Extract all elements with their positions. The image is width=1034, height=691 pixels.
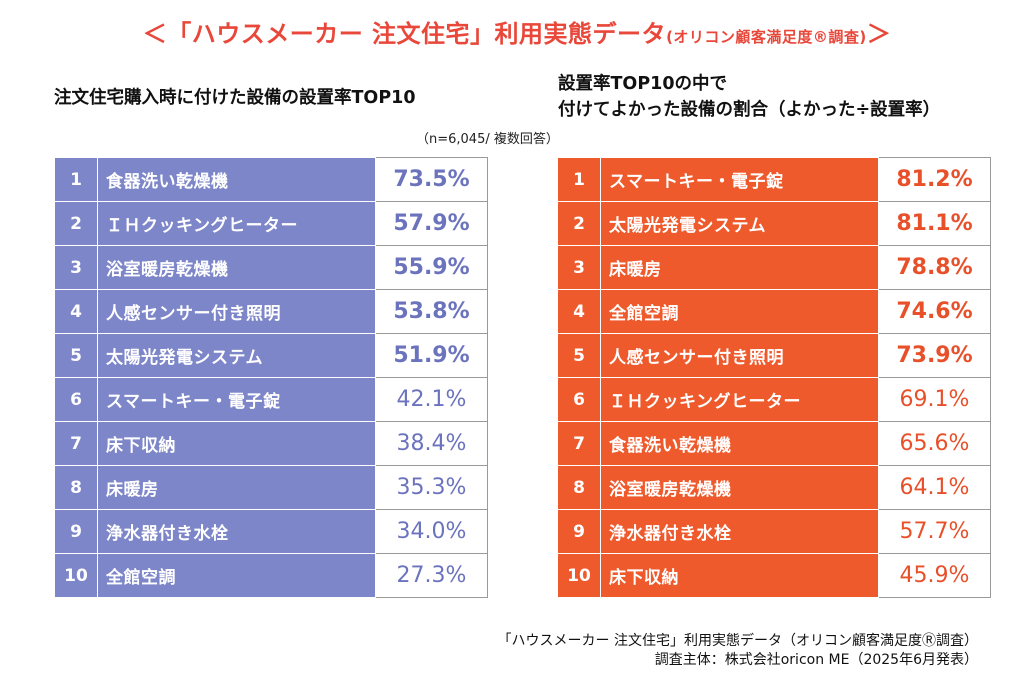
equipment-name: 全館空調: [97, 553, 376, 598]
rank-number: 8: [54, 465, 98, 510]
percentage-value: 55.9%: [375, 245, 488, 290]
equipment-name: 床暖房: [97, 465, 376, 510]
percentage-value: 27.3%: [375, 553, 488, 598]
percentage-value: 35.3%: [375, 465, 488, 510]
percentage-value: 81.2%: [878, 157, 991, 202]
equipment-name: 全館空調: [600, 289, 879, 334]
rank-number: 6: [557, 377, 601, 422]
table-row: 4 人感センサー付き照明 53.8%: [54, 289, 488, 334]
equipment-name: 太陽光発電システム: [600, 201, 879, 246]
equipment-name: 人感センサー付き照明: [600, 333, 879, 378]
equipment-name: 人感センサー付き照明: [97, 289, 376, 334]
equipment-name: ＩＨクッキングヒーター: [97, 201, 376, 246]
table-row: 1 スマートキー・電子錠 81.2%: [557, 157, 991, 202]
table-row: 9 浄水器付き水栓 57.7%: [557, 509, 991, 554]
rank-number: 2: [54, 201, 98, 246]
satisfaction-rate-table: 1 スマートキー・電子錠 81.2% 2 太陽光発電システム 81.1% 3 床暖房 78.8%…: [557, 157, 991, 598]
percentage-value: 38.4%: [375, 421, 488, 466]
equipment-name: 食器洗い乾燥機: [97, 157, 376, 202]
sample-note: （n=6,045/ 複数回答）: [416, 132, 559, 147]
installation-rate-table: 1 食器洗い乾燥機 73.5% 2 ＩＨクッキングヒーター 57.9% 3 浴室暖房乾燥機 55…: [54, 157, 488, 598]
table-row: 7 床下収納 38.4%: [54, 421, 488, 466]
table-row: 5 太陽光発電システム 51.9%: [54, 333, 488, 378]
left-heading: 注文住宅購入時に付けた設備の設置率TOP10: [54, 88, 416, 108]
table-row: 3 床暖房 78.8%: [557, 245, 991, 290]
table-row: 6 スマートキー・電子錠 42.1%: [54, 377, 488, 422]
rank-number: 9: [54, 509, 98, 554]
table-row: 2 ＩＨクッキングヒーター 57.9%: [54, 201, 488, 246]
equipment-name: 床下収納: [600, 553, 879, 598]
right-heading-line2: 付けてよかった設備の割合（よかった÷設置率）: [558, 100, 941, 120]
percentage-value: 53.8%: [375, 289, 488, 334]
table-row: 3 浴室暖房乾燥機 55.9%: [54, 245, 488, 290]
equipment-name: 浄水器付き水栓: [600, 509, 879, 554]
right-heading-line1: 設置率TOP10の中で: [558, 74, 727, 94]
percentage-value: 57.7%: [878, 509, 991, 554]
equipment-name: スマートキー・電子錠: [600, 157, 879, 202]
rank-number: 9: [557, 509, 601, 554]
rank-number: 8: [557, 465, 601, 510]
rank-number: 2: [557, 201, 601, 246]
equipment-name: 浄水器付き水栓: [97, 509, 376, 554]
equipment-name: スマートキー・電子錠: [97, 377, 376, 422]
rank-number: 7: [54, 421, 98, 466]
percentage-value: 65.6%: [878, 421, 991, 466]
equipment-name: 太陽光発電システム: [97, 333, 376, 378]
title-end: ＞: [866, 20, 892, 48]
table-row: 4 全館空調 74.6%: [557, 289, 991, 334]
table-row: 7 食器洗い乾燥機 65.6%: [557, 421, 991, 466]
rank-number: 10: [54, 553, 98, 598]
rank-number: 10: [557, 553, 601, 598]
percentage-value: 51.9%: [375, 333, 488, 378]
rank-number: 6: [54, 377, 98, 422]
percentage-value: 45.9%: [878, 553, 991, 598]
percentage-value: 57.9%: [375, 201, 488, 246]
percentage-value: 64.1%: [878, 465, 991, 510]
rank-number: 7: [557, 421, 601, 466]
percentage-value: 73.9%: [878, 333, 991, 378]
title-main: ＜「ハウスメーカー 注文住宅」利用実態データ: [142, 20, 667, 48]
equipment-name: ＩＨクッキングヒーター: [600, 377, 879, 422]
percentage-value: 34.0%: [375, 509, 488, 554]
page-title: ＜「ハウスメーカー 注文住宅」利用実態データ(オリコン顧客満足度®調査)＞: [0, 14, 1034, 49]
equipment-name: 浴室暖房乾燥機: [600, 465, 879, 510]
source-footer: 「ハウスメーカー 注文住宅」利用実態データ（オリコン顧客満足度Ⓡ調査） 調査主体…: [498, 632, 978, 670]
table-row: 2 太陽光発電システム 81.1%: [557, 201, 991, 246]
table-row: 6 ＩＨクッキングヒーター 69.1%: [557, 377, 991, 422]
rank-number: 4: [557, 289, 601, 334]
rank-number: 5: [557, 333, 601, 378]
equipment-name: 床下収納: [97, 421, 376, 466]
rank-number: 4: [54, 289, 98, 334]
rank-number: 5: [54, 333, 98, 378]
table-row: 8 床暖房 35.3%: [54, 465, 488, 510]
rank-number: 3: [557, 245, 601, 290]
percentage-value: 69.1%: [878, 377, 991, 422]
rank-number: 1: [557, 157, 601, 202]
table-row: 8 浴室暖房乾燥機 64.1%: [557, 465, 991, 510]
footer-line2: 調査主体：株式会社oricon ME（2025年6月発表）: [654, 652, 978, 668]
percentage-value: 73.5%: [375, 157, 488, 202]
equipment-name: 食器洗い乾燥機: [600, 421, 879, 466]
table-row: 5 人感センサー付き照明 73.9%: [557, 333, 991, 378]
percentage-value: 81.1%: [878, 201, 991, 246]
title-sub: (オリコン顧客満足度®調査): [666, 28, 867, 46]
table-row: 9 浄水器付き水栓 34.0%: [54, 509, 488, 554]
equipment-name: 床暖房: [600, 245, 879, 290]
percentage-value: 74.6%: [878, 289, 991, 334]
footer-line1: 「ハウスメーカー 注文住宅」利用実態データ（オリコン顧客満足度Ⓡ調査）: [497, 633, 978, 649]
rank-number: 1: [54, 157, 98, 202]
rank-number: 3: [54, 245, 98, 290]
table-row: 10 床下収納 45.9%: [557, 553, 991, 598]
equipment-name: 浴室暖房乾燥機: [97, 245, 376, 290]
right-heading: 設置率TOP10の中で 付けてよかった設備の割合（よかった÷設置率）: [558, 71, 940, 123]
percentage-value: 42.1%: [375, 377, 488, 422]
percentage-value: 78.8%: [878, 245, 991, 290]
table-row: 1 食器洗い乾燥機 73.5%: [54, 157, 488, 202]
table-row: 10 全館空調 27.3%: [54, 553, 488, 598]
